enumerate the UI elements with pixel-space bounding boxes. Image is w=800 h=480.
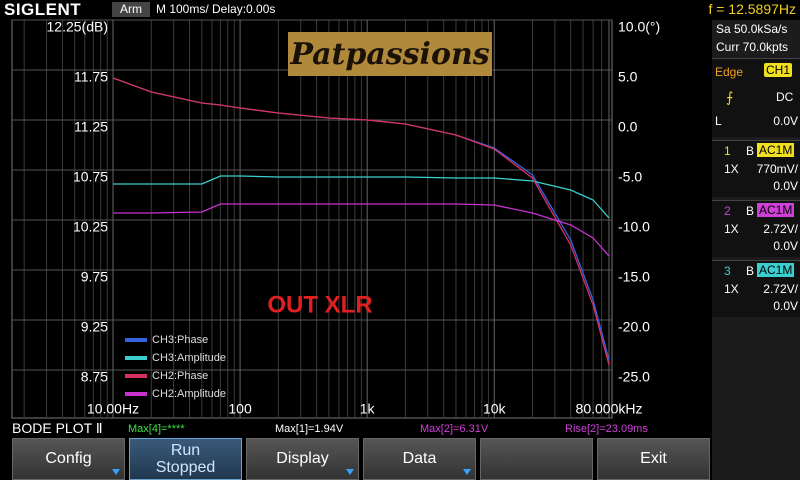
label: Display <box>276 450 329 467</box>
legend-swatch <box>125 392 147 396</box>
menu-button[interactable]: Data <box>363 438 476 480</box>
y2-tick-label: -10.0 <box>618 219 650 235</box>
y2-tick-label: -25.0 <box>618 369 650 385</box>
menu-button[interactable]: Config <box>12 438 125 480</box>
menu-button[interactable]: Display <box>246 438 359 480</box>
menu-button[interactable]: Exit <box>597 438 710 480</box>
series-line <box>113 175 610 219</box>
y-tick-label: 11.25 <box>74 119 108 135</box>
menu-button[interactable] <box>480 438 593 480</box>
watermark-box <box>288 32 492 76</box>
status-bar: BODE PLOT Ⅱ Max[4]=**** Max[1]=1.94V Max… <box>0 420 712 437</box>
y2-tick-label: 0.0 <box>618 119 638 135</box>
slope-icon: ⨍ <box>726 89 734 105</box>
channel-scale: 2.72V/ <box>763 222 798 236</box>
measure: Rise[2]=23.09ms <box>565 423 648 435</box>
legend-swatch <box>125 374 147 378</box>
trigger-level: 0.0V <box>773 114 798 128</box>
series-line <box>112 77 610 366</box>
x-tick-label: 1k <box>360 401 376 417</box>
sample-rate: Sa 50.0kSa/s <box>716 22 788 36</box>
trigger-type: Edge <box>715 65 744 79</box>
channel-number: 3 <box>724 264 731 278</box>
bode-plot: Patpassions OUT XLR CH3:Phase CH3:Amplitu… <box>11 19 660 419</box>
channel-number: 1 <box>724 144 731 158</box>
acq-state: Arm <box>112 2 150 17</box>
brand: SIGLENT <box>4 0 82 19</box>
y2-tick-label: -5.0 <box>618 169 642 185</box>
timebase: M 100ms/ Delay:0.00s <box>156 2 276 16</box>
x-tick-label: 100 <box>228 401 252 417</box>
y2-tick-label: -20.0 <box>618 319 650 335</box>
menu-button[interactable]: Run Stopped <box>129 438 242 480</box>
channel-panel[interactable]: 2 B AC1M 1X 2.72V/0.0V <box>712 200 800 257</box>
y2-tick-label: 5.0 <box>618 69 638 85</box>
level-label: L <box>715 114 722 128</box>
channel-scale: 770mV/ <box>756 162 798 176</box>
channel-probe: 1X <box>724 222 739 236</box>
label: Run <box>170 442 201 459</box>
top-bar: SIGLENT Arm M 100ms/ Delay:0.00s f = 12.… <box>0 0 800 19</box>
legend-label: CH3:Phase <box>152 334 208 346</box>
channel-offset: 0.0V <box>773 299 798 313</box>
watermark: Patpassions <box>289 37 489 72</box>
series-line <box>113 203 610 257</box>
channel-bw: B <box>746 144 755 158</box>
mode: BODE PLOT Ⅱ <box>12 420 103 436</box>
legend-swatch <box>125 338 147 342</box>
channel-bw: B <box>746 204 755 218</box>
label: Data <box>402 450 437 467</box>
label: Stopped <box>155 459 216 476</box>
plot-frame <box>11 19 613 419</box>
y-tick-label: 10.75 <box>73 169 108 185</box>
annotation: OUT XLR <box>267 291 372 318</box>
channel-number: 2 <box>724 204 731 218</box>
channel-bw: B <box>746 264 755 278</box>
y-tick-label: 11.75 <box>74 69 108 85</box>
y-tick-label: 8.75 <box>81 369 108 385</box>
legend-label: CH2:Amplitude <box>152 388 226 400</box>
y2-tick-label: 10.0(°) <box>618 19 660 35</box>
label: Config <box>45 450 92 467</box>
frequency: f = 12.5897Hz <box>708 1 796 17</box>
x-tick-label: 10.00Hz <box>87 401 139 417</box>
channel-coupling: AC1M <box>757 203 795 217</box>
channel-panel[interactable]: 1 B AC1M 1X 770mV/0.0V <box>712 140 800 197</box>
trigger-source: CH1 <box>764 63 798 77</box>
channel-offset: 0.0V <box>773 179 798 193</box>
channel-probe: 1X <box>724 282 739 296</box>
y-tick-label: 12.25(dB) <box>47 19 108 35</box>
measure: Max[4]=**** <box>128 423 185 435</box>
legend-label: CH3:Amplitude <box>152 352 226 364</box>
channel-probe: 1X <box>724 162 739 176</box>
measure: Max[1]=1.94V <box>275 423 344 435</box>
chip: CH1 <box>764 63 793 77</box>
channel-panel[interactable]: 3 B AC1M 1X 2.72V/0.0V <box>712 260 800 317</box>
channel-offset: 0.0V <box>773 239 798 253</box>
memory-depth: Curr 70.0kpts <box>716 40 789 54</box>
y-tick-label: 9.75 <box>81 269 108 285</box>
measure: Max[2]=6.31V <box>420 423 489 435</box>
x-tick-label: 80.000kHz <box>576 401 643 417</box>
channel-scale: 2.72V/ <box>763 282 798 296</box>
x-tick-label: 10k <box>483 401 507 417</box>
label: Exit <box>640 450 667 467</box>
legend-label: CH2:Phase <box>152 370 208 382</box>
channel-coupling: AC1M <box>757 263 795 277</box>
y2-tick-label: -15.0 <box>618 269 650 285</box>
channel-coupling: AC1M <box>757 143 795 157</box>
y-tick-label: 10.25 <box>73 219 108 235</box>
legend-swatch <box>125 356 147 360</box>
trigger-coupling: DC <box>776 90 794 104</box>
y-tick-label: 9.25 <box>81 319 108 335</box>
